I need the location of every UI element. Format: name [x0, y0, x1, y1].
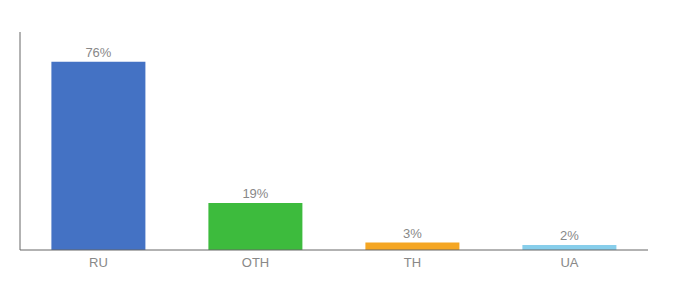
svg-text:TH: TH [404, 255, 421, 270]
svg-text:19%: 19% [242, 186, 268, 201]
svg-text:OTH: OTH [242, 255, 269, 270]
svg-text:UA: UA [560, 255, 578, 270]
svg-text:2%: 2% [560, 228, 579, 243]
svg-text:3%: 3% [403, 226, 422, 241]
svg-text:RU: RU [89, 255, 108, 270]
svg-text:76%: 76% [85, 45, 111, 60]
